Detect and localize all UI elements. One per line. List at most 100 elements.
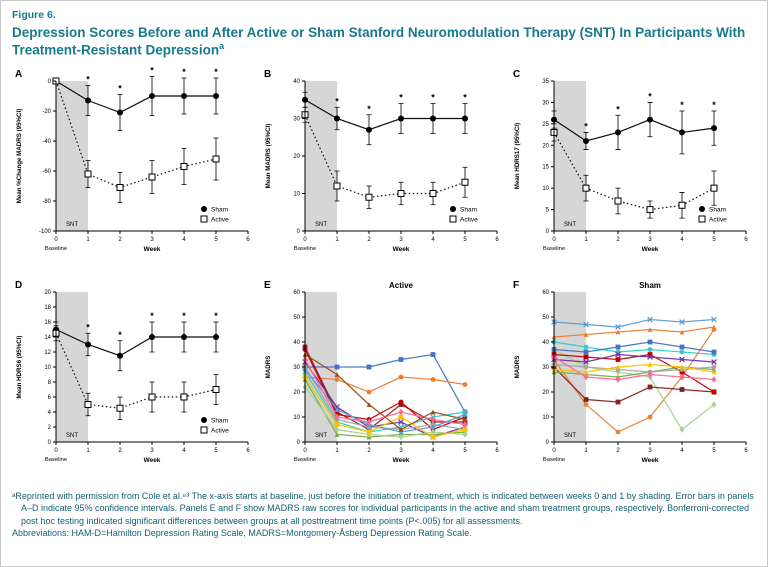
svg-text:2: 2: [367, 237, 371, 243]
svg-text:14: 14: [44, 335, 51, 341]
x-axis: 0 1 2 3 4 5 6: [54, 442, 250, 454]
panel-letter: A: [15, 69, 22, 80]
baseline-label: Baseline: [294, 457, 316, 463]
svg-text:1: 1: [335, 237, 339, 243]
svg-text:10: 10: [293, 192, 300, 198]
panel-letter: B: [264, 69, 271, 80]
series-participant-8: [551, 351, 717, 365]
svg-text:-20: -20: [42, 109, 51, 115]
figure-number: Figure 6.: [12, 9, 56, 21]
svg-text:16: 16: [44, 320, 51, 326]
y-axis-title: Mean HDRS17 (95%CI): [514, 123, 521, 189]
x-axis: 0 1 2 3 4 5 6: [54, 231, 250, 243]
svg-text:20: 20: [44, 290, 51, 296]
panel-title: Active: [389, 281, 414, 290]
snt-shading-region: [305, 81, 337, 232]
svg-text:2: 2: [48, 425, 52, 431]
y-axis-title: MADRS: [514, 356, 521, 379]
svg-text:Active: Active: [709, 217, 727, 224]
svg-text:30: 30: [542, 100, 549, 106]
svg-text:5: 5: [712, 448, 716, 454]
significance-asterisk: *: [463, 93, 467, 103]
svg-text:3: 3: [648, 237, 652, 243]
x-axis-title: Week: [393, 457, 410, 464]
figure-title-superscript: a: [219, 41, 225, 52]
snt-shading-region: [56, 292, 88, 443]
svg-text:Sham: Sham: [211, 207, 228, 214]
significance-asterisk: *: [648, 91, 652, 101]
svg-text:5: 5: [214, 448, 218, 454]
svg-text:25: 25: [542, 122, 549, 128]
series-Sham: [551, 102, 717, 155]
baseline-label: Baseline: [294, 246, 316, 252]
panel-F: 0 10 20 30 40 50 60 0 1 2 3 4 5 6 Baseline Week MADRS SNT…: [510, 278, 756, 483]
x-axis: 0 1 2 3 4 5 6: [303, 442, 499, 454]
svg-text:10: 10: [293, 415, 300, 421]
svg-text:4: 4: [182, 237, 186, 243]
svg-text:Active: Active: [211, 217, 229, 224]
significance-asterisk: *: [335, 96, 339, 106]
panel-A: * * * * * 0 -20 -40 -60 -80 -100 0 1 2 3 4 5 6 Baseline Wee…: [12, 66, 258, 272]
svg-text:20: 20: [293, 390, 300, 396]
panel-E: 0 10 20 30 40 50 60 0 1 2 3 4 5 6 Baseline Week MADRS SNT…: [261, 278, 507, 483]
legend: Sham Active: [200, 417, 229, 435]
x-axis-title: Week: [393, 246, 410, 253]
svg-text:10: 10: [44, 365, 51, 371]
svg-text:5: 5: [463, 448, 467, 454]
series-Active: [52, 325, 220, 420]
svg-text:1: 1: [584, 237, 588, 243]
svg-text:0: 0: [552, 448, 556, 454]
series-participant-3: [551, 339, 717, 357]
significance-asterisk: *: [182, 67, 186, 77]
legend: Sham Active: [698, 206, 727, 224]
snt-label: SNT: [315, 433, 327, 439]
svg-text:6: 6: [744, 448, 748, 454]
significance-asterisk: *: [86, 322, 90, 332]
svg-text:10: 10: [542, 415, 549, 421]
svg-text:30: 30: [542, 365, 549, 371]
significance-asterisk: *: [431, 93, 435, 103]
svg-text:15: 15: [542, 165, 549, 171]
significance-asterisk: *: [150, 311, 154, 321]
svg-text:-40: -40: [42, 139, 51, 145]
svg-text:0: 0: [54, 448, 58, 454]
y-axis: 0 -20 -40 -60 -80 -100: [39, 79, 56, 235]
svg-text:60: 60: [542, 290, 549, 296]
svg-text:0: 0: [48, 79, 52, 85]
panel-letter: C: [513, 69, 520, 80]
svg-text:4: 4: [182, 448, 186, 454]
snt-shading-region: [56, 81, 88, 232]
svg-text:20: 20: [293, 154, 300, 160]
svg-text:20: 20: [542, 143, 549, 149]
panel-B-chart: * * * * * 0 10 20 30 40 0 1 2 3 4 5 6 Baseline Week Mean MA…: [264, 69, 499, 253]
snt-label: SNT: [564, 222, 576, 228]
svg-text:50: 50: [293, 315, 300, 321]
significance-asterisk: *: [214, 311, 218, 321]
svg-text:5: 5: [546, 208, 550, 214]
y-axis-title: MADRS: [265, 356, 272, 379]
svg-text:40: 40: [293, 340, 300, 346]
svg-text:1: 1: [86, 237, 90, 243]
panels-grid: * * * * * 0 -20 -40 -60 -80 -100 0 1 2 3 4 5 6 Baseline Wee…: [12, 66, 756, 483]
svg-text:40: 40: [293, 79, 300, 85]
snt-label: SNT: [564, 433, 576, 439]
significance-asterisk: *: [118, 330, 122, 340]
svg-text:6: 6: [495, 237, 499, 243]
panel-letter: F: [513, 280, 519, 291]
significance-asterisk: *: [86, 75, 90, 85]
significance-asterisk: *: [399, 93, 403, 103]
figure-title-text: Depression Scores Before and After Activ…: [12, 25, 746, 58]
svg-text:-60: -60: [42, 169, 51, 175]
footnotes: ᵃReprinted with permission from Cole et …: [12, 490, 756, 540]
svg-text:60: 60: [293, 290, 300, 296]
svg-text:-80: -80: [42, 199, 51, 205]
svg-text:4: 4: [431, 448, 435, 454]
panel-E-chart: 0 10 20 30 40 50 60 0 1 2 3 4 5 6 Baseline Week MADRS SNT…: [264, 280, 499, 464]
x-axis: 0 1 2 3 4 5 6: [552, 231, 748, 243]
panel-C: * * * * * 0 5 10 15 20 25 30 35 0 1 2 3 4 5 6 Baseline Week Me…: [510, 67, 756, 272]
snt-label: SNT: [66, 222, 78, 228]
svg-text:12: 12: [44, 350, 51, 356]
panel-letter: E: [264, 280, 271, 291]
